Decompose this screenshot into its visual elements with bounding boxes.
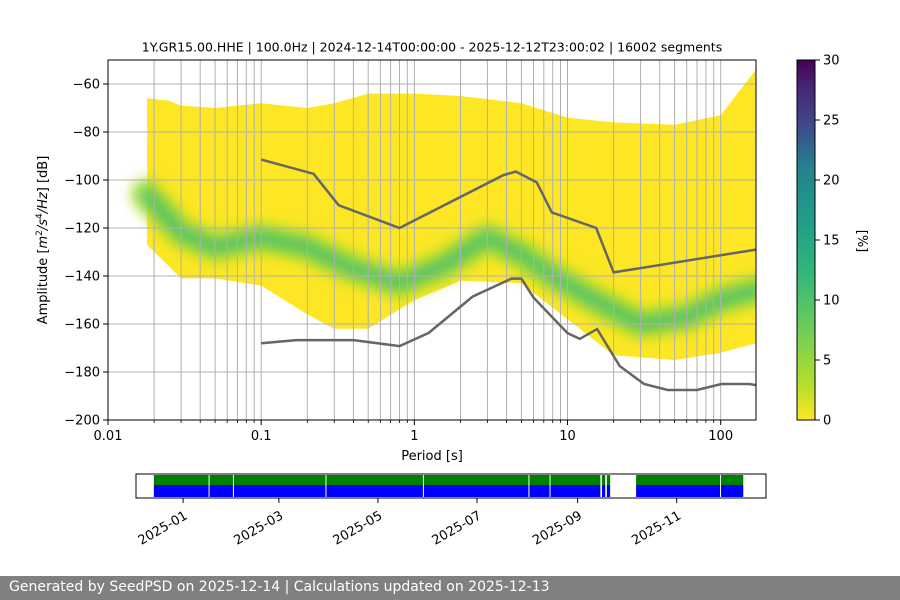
x-tick-label: 0.1 bbox=[251, 429, 272, 444]
colorbar-tick-label: 30 bbox=[823, 54, 840, 69]
x-axis-label: Period [s] bbox=[401, 449, 463, 464]
colorbar: 0 5 10 15 20 25 30 [%] bbox=[796, 54, 869, 429]
timeline-tick-label: 2025-05 bbox=[331, 508, 386, 548]
y-tick-label: −180 bbox=[64, 366, 100, 381]
colorbar-tick-label: 5 bbox=[823, 354, 831, 369]
x-tick-label: 100 bbox=[708, 429, 733, 444]
data-available-bar bbox=[606, 475, 611, 485]
footer-text: Generated by SeedPSD on 2025-12-14 | Cal… bbox=[9, 579, 550, 595]
y-tick-label: −200 bbox=[64, 414, 100, 429]
colorbar-label: [%] bbox=[854, 230, 869, 253]
plot-area: 0.01 0.1 1 10 100 −60 −80 −100 −120 −140 −160 −180… bbox=[64, 59, 757, 444]
x-tick-label: 1 bbox=[410, 429, 418, 444]
x-tick-label: 10 bbox=[559, 429, 576, 444]
x-tick-label: 0.01 bbox=[94, 429, 123, 444]
used-segment-bar bbox=[636, 485, 744, 497]
y-axis-label: Amplitude [m2/s4/Hz] [dB] bbox=[35, 156, 51, 325]
timeline-tick-label: 2025-03 bbox=[232, 508, 287, 548]
used-segment-bar bbox=[153, 485, 601, 497]
footer-bar: Generated by SeedPSD on 2025-12-14 | Cal… bbox=[0, 576, 900, 600]
ppsd-figure: 1Y.GR15.00.HHE | 100.0Hz | 2024-12-14T00… bbox=[35, 40, 869, 549]
y-tick-label: −160 bbox=[64, 318, 100, 333]
used-segment-bar bbox=[602, 485, 606, 497]
nhnm-curve bbox=[260, 158, 756, 274]
nlnm-curve bbox=[261, 277, 756, 392]
data-available-bar bbox=[153, 475, 601, 485]
colorbar-tick-label: 10 bbox=[823, 294, 840, 309]
timeline-tick-label: 2025-11 bbox=[629, 508, 684, 548]
data-available-bar bbox=[602, 475, 606, 485]
data-available-bar bbox=[636, 475, 744, 485]
ppsd-density-core bbox=[143, 190, 756, 328]
y-tick-label: −60 bbox=[73, 78, 100, 93]
chart-title: 1Y.GR15.00.HHE | 100.0Hz | 2024-12-14T00… bbox=[142, 40, 722, 55]
colorbar-tick-label: 25 bbox=[823, 114, 840, 129]
colorbar-gradient bbox=[796, 59, 816, 421]
timeline-tick-label: 2025-07 bbox=[430, 508, 485, 548]
y-tick-label: −140 bbox=[64, 270, 100, 285]
colorbar-tick-label: 0 bbox=[823, 414, 831, 429]
availability-timeline: 2025-01 2025-03 2025-05 2025-07 2025-09 2025-… bbox=[135, 473, 767, 549]
y-tick-label: −100 bbox=[64, 174, 100, 189]
colorbar-tick-label: 20 bbox=[823, 174, 840, 189]
used-segment-bar bbox=[606, 485, 611, 497]
timeline-tick-label: 2025-01 bbox=[136, 508, 191, 548]
timeline-tick-label: 2025-09 bbox=[530, 508, 585, 548]
y-tick-label: −80 bbox=[73, 126, 100, 141]
y-tick-label: −120 bbox=[64, 222, 100, 237]
plot-frame bbox=[107, 59, 757, 421]
colorbar-tick-label: 15 bbox=[823, 234, 840, 249]
